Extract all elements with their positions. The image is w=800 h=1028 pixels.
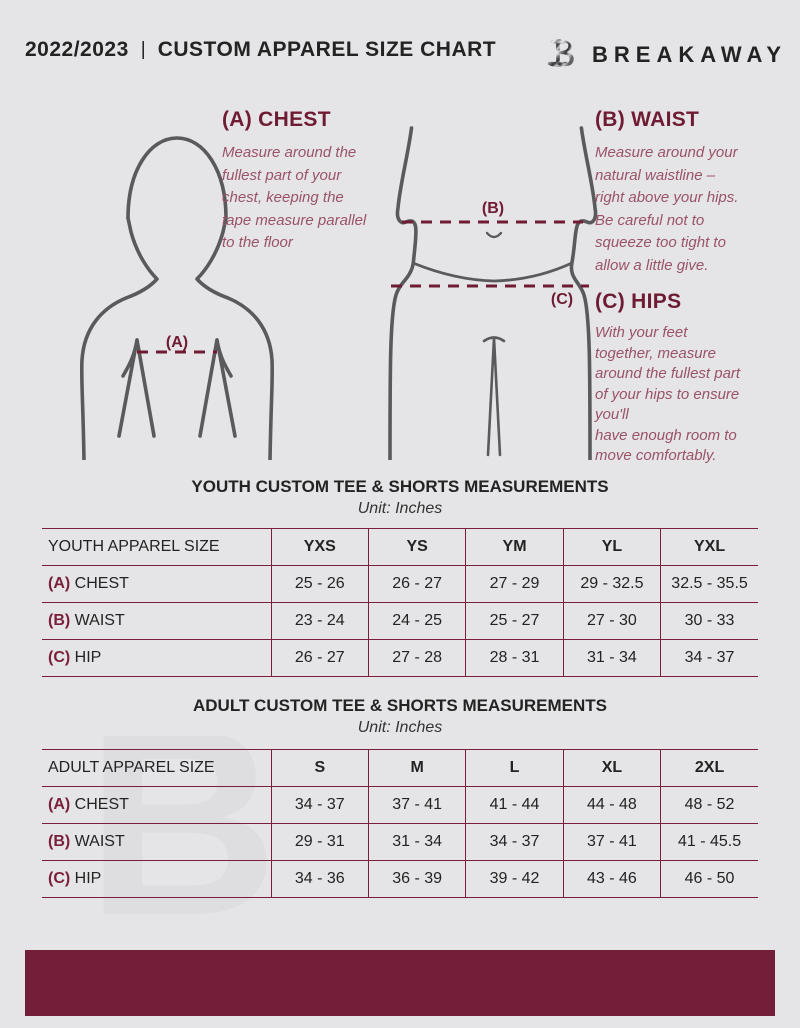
svg-text:(B): (B) [482, 200, 504, 217]
svg-text:(A): (A) [166, 334, 188, 351]
svg-text:(C): (C) [551, 291, 573, 308]
